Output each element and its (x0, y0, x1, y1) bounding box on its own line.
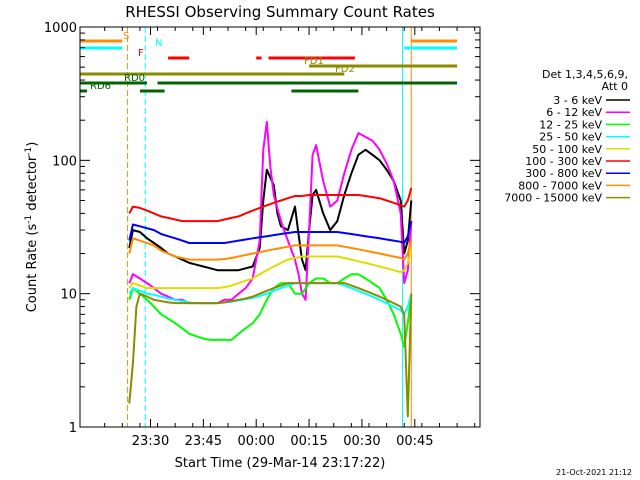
legend-label-3-6-kev: 3 - 6 keV (553, 94, 602, 107)
axes: 23:30 23:45 00:00 00:15 00:30 00:45 1 10 100 1000 (44, 21, 480, 449)
legend-header-line1: Det 1,3,4,5,6,9, (542, 68, 628, 81)
series-line-3-6-kev (128, 148, 413, 272)
flag-label-rd0: RD0 (124, 73, 145, 84)
series-line-50-100-kev (128, 247, 413, 290)
legend-label-7000-15000-kev: 7000 - 15000 keV (504, 192, 602, 205)
flag-label-fd2: FD2 (335, 64, 355, 75)
legend-label-300-800-kev: 300 - 800 keV (525, 167, 602, 180)
legend-label-6-12-kev: 6 - 12 keV (546, 106, 602, 119)
y-axis-label: Count Rate (s-1 detector-1) (24, 142, 40, 313)
series-line-300-800-kev (128, 220, 413, 244)
series-line-25-50-kev (128, 282, 413, 316)
footer-timestamp: 21-Oct-2021 21:12 (556, 468, 632, 477)
x-axis-label: Start Time (29-Mar-14 23:17:22) (175, 456, 386, 471)
y-tick-label-2: 100 (52, 154, 77, 169)
flag-label-rd6: RD6 (90, 81, 111, 92)
chart-title: RHESSI Observing Summary Count Rates (125, 3, 435, 21)
legend-label-800-7000-kev: 800 - 7000 keV (518, 179, 602, 192)
x-tick-label-2: 00:00 (237, 434, 274, 449)
legend-header-line2: Att 0 (602, 80, 628, 93)
x-tick-label-1: 23:45 (185, 434, 222, 449)
legend-label-100-300-kev: 100 - 300 keV (525, 155, 602, 168)
series-line-12-25-kev (128, 273, 413, 348)
x-tick-label-3: 00:15 (290, 434, 327, 449)
y-tick-label-1: 10 (60, 288, 77, 303)
series-line-800-7000-kev (128, 237, 413, 261)
series-line-6-12-kev (128, 120, 413, 305)
plot-frame (79, 26, 481, 428)
x-tick-label-4: 00:30 (343, 434, 380, 449)
flag-label-fd1: FD1 (304, 56, 324, 67)
legend-label-25-50-kev: 25 - 50 keV (539, 131, 602, 144)
plot-area: S NF FD1 FD2 RD0 RD6 (79, 27, 481, 427)
x-tick-label-5: 00:45 (396, 434, 433, 449)
x-tick-label-0: 23:30 (132, 434, 169, 449)
y-tick-label-0: 1 (69, 421, 77, 436)
y-tick-label-3: 1000 (44, 21, 77, 36)
series-line-7000-15000-kev (128, 282, 413, 418)
flag-label-f: F (138, 48, 144, 59)
legend-label-12-25-kev: 12 - 25 keV (539, 118, 602, 131)
flag-label-s: S (123, 31, 129, 42)
legend-label-50-100-kev: 50 - 100 keV (532, 143, 602, 156)
series-line-100-300-kev (128, 187, 413, 223)
flag-label-n: N (155, 38, 162, 49)
